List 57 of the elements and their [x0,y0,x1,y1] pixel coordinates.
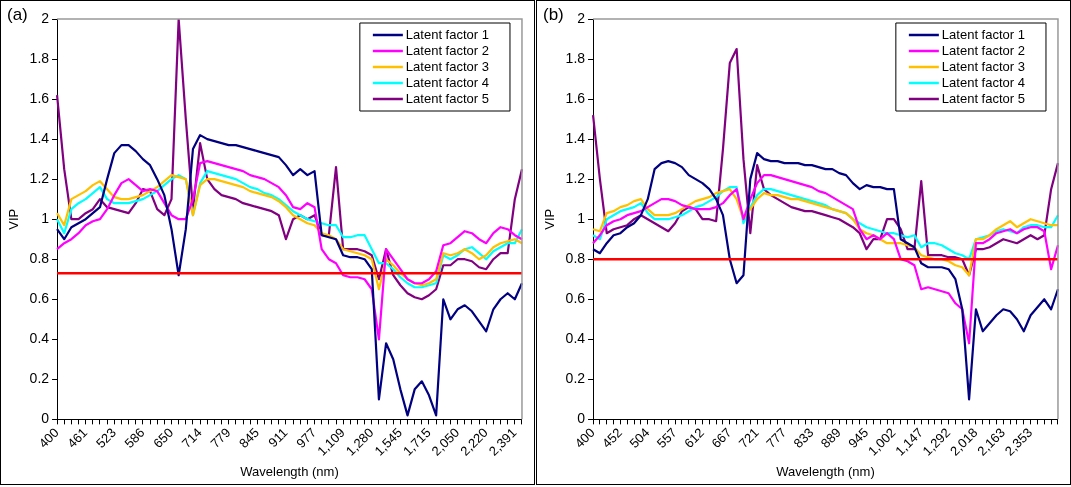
x-axis-title: Wavelength (nm) [240,463,339,479]
y-tick-label: 1.6 [565,89,586,106]
y-tick-label: 0.6 [565,290,586,307]
y-tick-label: 0.2 [29,370,50,387]
legend-label: Latent factor 1 [941,26,1025,42]
y-tick-label: 0 [577,410,586,427]
x-tick-label: 667 [708,424,735,451]
y-tick-label: 1.2 [565,170,586,187]
y-tick-label: 1.6 [29,89,50,106]
x-tick-label: 777 [763,424,790,451]
y-tick-label: 2 [41,9,50,26]
legend-label: Latent factor 5 [941,90,1025,106]
legend-label: Latent factor 4 [405,74,489,90]
legend-label: Latent factor 1 [405,26,489,42]
x-tick-label: 889 [817,424,844,451]
y-tick-label: 0.4 [565,330,586,347]
legend-label: Latent factor 5 [405,90,489,106]
legend-label: Latent factor 2 [941,42,1025,58]
x-tick-label: 523 [92,424,119,451]
x-tick-label: 650 [150,424,177,451]
y-axis-title: VIP [542,208,558,230]
x-tick-label: 461 [64,424,91,451]
legend-label: Latent factor 3 [405,58,489,74]
y-tick-label: 0.4 [29,330,50,347]
y-tick-label: 1 [41,210,50,227]
y-tick-label: 0.2 [565,370,586,387]
y-tick-label: 0 [41,410,50,427]
y-tick-label: 1.8 [565,49,586,66]
x-tick-label: 452 [599,424,626,451]
x-tick-label: 833 [790,424,817,451]
x-tick-label: 845 [236,424,262,451]
x-tick-label: 714 [178,424,205,451]
legend-label: Latent factor 4 [941,74,1025,90]
x-tick-label: 721 [735,424,762,451]
y-tick-label: 1.4 [29,129,50,146]
text: (a) [7,5,28,25]
x-tick-label: 504 [626,424,653,451]
x-tick-label: 400 [571,424,598,451]
x-tick-label: 400 [35,424,62,451]
x-tick-label: 911 [265,424,291,451]
y-tick-label: 1.8 [29,49,50,66]
y-tick-label: 0.8 [565,250,586,267]
x-tick-label: 557 [653,424,680,451]
x-tick-label: 586 [121,424,148,451]
y-axis-title: VIP [6,208,22,230]
y-tick-label: 1.2 [29,170,50,187]
x-tick-label: 779 [207,424,234,451]
y-tick-label: 0.8 [29,250,50,267]
legend-label: Latent factor 2 [405,42,489,58]
y-tick-label: 1.4 [565,129,586,146]
x-tick-label: 612 [681,424,708,451]
x-axis-title: Wavelength (nm) [776,463,875,479]
y-tick-label: 1 [577,210,586,227]
legend-label: Latent factor 3 [941,58,1025,74]
text: (b) [543,5,564,25]
y-tick-label: 2 [577,9,586,26]
y-tick-label: 0.6 [29,290,50,307]
